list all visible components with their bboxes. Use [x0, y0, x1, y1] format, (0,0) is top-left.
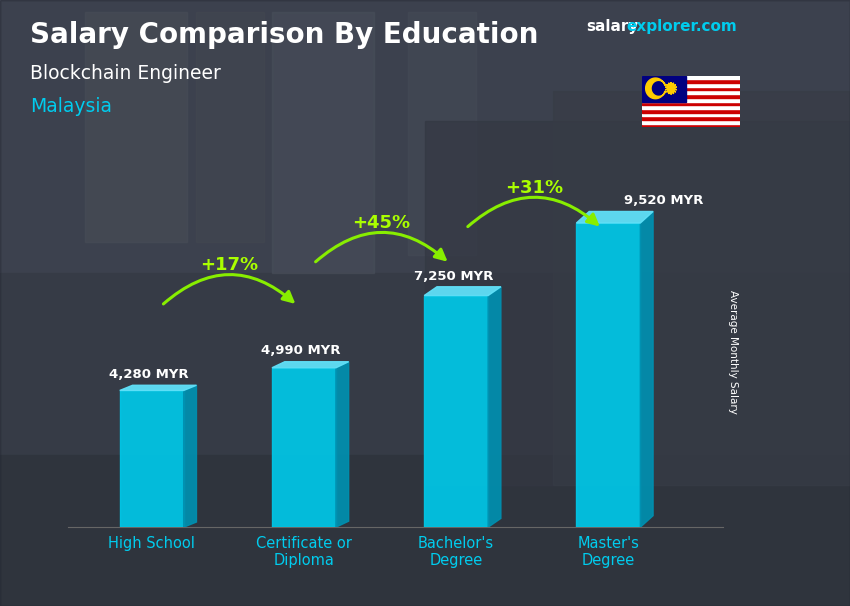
Polygon shape — [488, 287, 501, 527]
Bar — [642, 105, 740, 109]
Polygon shape — [646, 78, 666, 99]
Bar — [576, 223, 640, 527]
Text: 9,520 MYR: 9,520 MYR — [624, 195, 703, 207]
Bar — [196, 12, 264, 242]
Bar — [642, 116, 740, 120]
Text: explorer.com: explorer.com — [626, 19, 737, 35]
Bar — [642, 76, 686, 101]
Bar — [424, 296, 488, 527]
Text: 7,250 MYR: 7,250 MYR — [413, 270, 493, 282]
Text: 4,990 MYR: 4,990 MYR — [261, 344, 341, 358]
Polygon shape — [640, 211, 653, 527]
Bar — [642, 94, 740, 98]
Text: Blockchain Engineer: Blockchain Engineer — [30, 64, 221, 82]
Text: Malaysia: Malaysia — [30, 97, 111, 116]
Bar — [642, 109, 740, 113]
Bar — [0, 454, 850, 606]
Bar — [642, 87, 740, 90]
Text: +45%: +45% — [353, 214, 411, 232]
Text: +17%: +17% — [201, 256, 258, 274]
Bar — [642, 98, 740, 101]
Polygon shape — [336, 362, 348, 527]
Text: +31%: +31% — [505, 179, 563, 197]
Polygon shape — [272, 362, 348, 368]
Bar — [642, 83, 740, 87]
Text: Salary Comparison By Education: Salary Comparison By Education — [30, 21, 538, 49]
Text: Average Monthly Salary: Average Monthly Salary — [728, 290, 738, 413]
Bar — [642, 101, 740, 105]
Bar — [642, 79, 740, 83]
Polygon shape — [666, 82, 677, 95]
Bar — [408, 12, 476, 255]
Polygon shape — [576, 211, 653, 223]
Bar — [425, 121, 850, 485]
Text: salary: salary — [586, 19, 639, 35]
Polygon shape — [120, 385, 196, 390]
Polygon shape — [424, 287, 501, 296]
Bar — [272, 12, 374, 273]
Bar — [642, 90, 740, 94]
Bar — [272, 368, 336, 527]
Bar — [642, 120, 740, 124]
Bar — [642, 76, 740, 79]
Bar — [120, 390, 184, 527]
Text: 4,280 MYR: 4,280 MYR — [109, 368, 189, 381]
Polygon shape — [184, 385, 196, 527]
Bar — [552, 91, 850, 485]
Bar — [642, 113, 740, 116]
Bar — [85, 12, 187, 242]
Bar — [0, 273, 850, 454]
Bar — [0, 0, 850, 273]
Bar — [642, 124, 740, 127]
